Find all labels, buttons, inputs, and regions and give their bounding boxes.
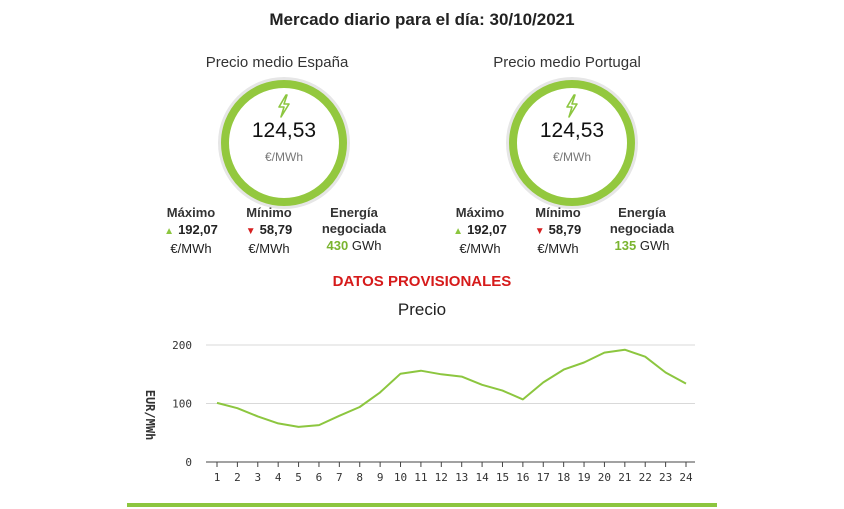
market-title-portugal: Precio medio Portugal bbox=[493, 54, 641, 71]
x-tick-label: 14 bbox=[475, 471, 489, 484]
max-label: Máximo bbox=[166, 205, 216, 220]
max-unit: €/MWh bbox=[459, 241, 501, 256]
energy-label-2: negociada bbox=[609, 221, 675, 236]
x-tick-label: 17 bbox=[537, 471, 550, 484]
x-tick-label: 3 bbox=[254, 471, 261, 484]
x-tick-label: 12 bbox=[435, 471, 448, 484]
x-tick-label: 23 bbox=[659, 471, 672, 484]
average-price-unit: €/MWh bbox=[264, 150, 303, 164]
energy-label: Energía bbox=[330, 205, 378, 220]
average-price-value: 124,53 bbox=[251, 119, 317, 142]
max-unit: €/MWh bbox=[170, 241, 212, 256]
x-tick-label: 21 bbox=[618, 471, 631, 484]
page-title: Mercado diario para el día: 30/10/2021 bbox=[269, 10, 575, 29]
y-tick-label: 0 bbox=[185, 456, 192, 469]
x-tick-label: 19 bbox=[577, 471, 590, 484]
x-tick-label: 8 bbox=[356, 471, 363, 484]
min-value: 58,79 bbox=[548, 222, 582, 237]
x-tick-label: 24 bbox=[679, 471, 693, 484]
x-tick-label: 20 bbox=[598, 471, 611, 484]
x-tick-label: 1 bbox=[214, 471, 221, 484]
arrow-down-icon: ▼ bbox=[245, 226, 256, 237]
x-tick-label: 16 bbox=[516, 471, 529, 484]
energy-label: Energía bbox=[618, 205, 666, 220]
x-tick-label: 6 bbox=[316, 471, 323, 484]
x-tick-label: 18 bbox=[557, 471, 570, 484]
min-price-portugal: Mínimo ▼ 58,79 €/MWh bbox=[521, 205, 595, 257]
x-tick-label: 11 bbox=[414, 471, 427, 484]
x-tick-label: 5 bbox=[295, 471, 302, 484]
min-price-spain: Mínimo ▼ 58,79 €/MWh bbox=[232, 205, 306, 257]
max-value: 192,07 bbox=[467, 222, 507, 237]
market-title-spain: Precio medio España bbox=[205, 54, 349, 71]
min-label: Mínimo bbox=[535, 205, 581, 220]
bottom-accent-bar bbox=[127, 503, 717, 507]
min-label: Mínimo bbox=[246, 205, 292, 220]
arrow-up-icon: ▲ bbox=[453, 226, 464, 237]
min-unit: €/MWh bbox=[248, 241, 290, 256]
arrow-down-icon: ▼ bbox=[534, 226, 545, 237]
lightning-bolt-icon bbox=[566, 94, 578, 118]
x-tick-label: 10 bbox=[394, 471, 407, 484]
energy-spain: Energía negociada 430 GWh bbox=[312, 205, 396, 254]
min-value: 58,79 bbox=[259, 222, 293, 237]
y-axis-label: EUR/MWh bbox=[143, 390, 157, 441]
x-tick-label: 9 bbox=[377, 471, 384, 484]
x-tick-label: 13 bbox=[455, 471, 468, 484]
price-series-line bbox=[216, 348, 687, 428]
energy-unit: GWh bbox=[639, 238, 670, 253]
price-gauge-portugal: 124,53 €/MWh bbox=[509, 80, 635, 206]
max-price-spain: Máximo ▲ 192,07 €/MWh bbox=[152, 205, 230, 257]
energy-value: 135 bbox=[614, 238, 637, 253]
y-tick-label: 100 bbox=[172, 398, 192, 411]
x-tick-label: 2 bbox=[234, 471, 241, 484]
y-tick-label: 200 bbox=[172, 339, 192, 352]
x-tick-label: 15 bbox=[496, 471, 509, 484]
average-price-unit: €/MWh bbox=[552, 150, 591, 164]
price-gauge-spain: 124,53 €/MWh bbox=[221, 80, 347, 206]
provisional-data-notice: DATOS PROVISIONALES bbox=[332, 273, 512, 290]
arrow-up-icon: ▲ bbox=[164, 226, 175, 237]
x-tick-label: 7 bbox=[336, 471, 343, 484]
lightning-bolt-icon bbox=[278, 94, 290, 118]
min-unit: €/MWh bbox=[537, 241, 579, 256]
average-price-value: 124,53 bbox=[539, 119, 605, 142]
energy-value: 430 bbox=[326, 238, 349, 253]
energy-portugal: Energía negociada 135 GWh bbox=[600, 205, 684, 254]
energy-label-2: negociada bbox=[321, 221, 387, 236]
max-label: Máximo bbox=[455, 205, 505, 220]
x-tick-label: 4 bbox=[275, 471, 282, 484]
energy-unit: GWh bbox=[351, 238, 382, 253]
chart-title: Precio bbox=[397, 300, 447, 319]
max-value: 192,07 bbox=[178, 222, 218, 237]
x-tick-label: 22 bbox=[639, 471, 652, 484]
max-price-portugal: Máximo ▲ 192,07 €/MWh bbox=[441, 205, 519, 257]
